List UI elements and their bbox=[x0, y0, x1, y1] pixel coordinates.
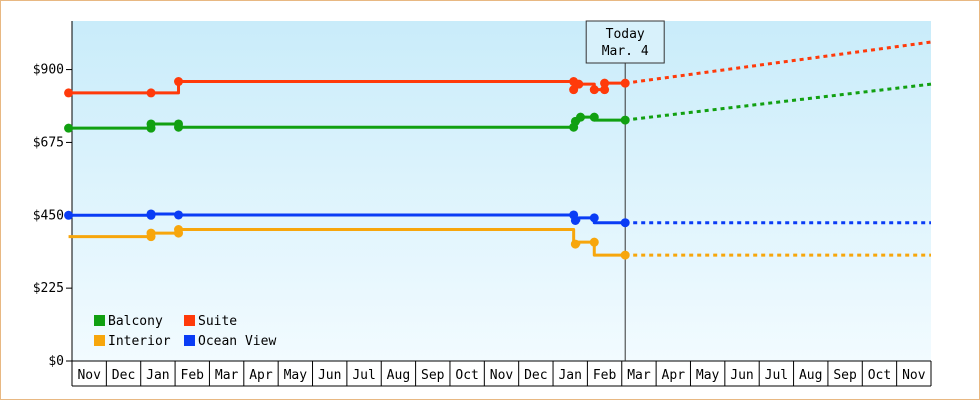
x-tick-label: Jan bbox=[558, 368, 581, 383]
y-tick-label: $450 bbox=[33, 208, 64, 223]
x-tick-label: Nov bbox=[77, 368, 101, 383]
x-tick-label: Oct bbox=[455, 368, 478, 383]
legend-label-ocean-view: Ocean View bbox=[198, 334, 276, 349]
today-label: Today bbox=[606, 27, 645, 42]
x-tick-label: Dec bbox=[524, 368, 547, 383]
x-tick-label: Aug bbox=[387, 368, 410, 383]
data-point-suite bbox=[574, 79, 584, 89]
data-point-balcony bbox=[589, 112, 599, 122]
data-point-interior bbox=[146, 228, 156, 238]
data-point-balcony bbox=[174, 122, 184, 132]
data-point-suite bbox=[174, 77, 184, 87]
y-tick-label: $0 bbox=[48, 354, 64, 369]
data-point-interior bbox=[570, 239, 580, 249]
data-point-suite bbox=[64, 88, 74, 98]
x-tick-label: Nov bbox=[490, 368, 514, 383]
data-point-interior bbox=[620, 250, 630, 260]
data-point-ocean-view bbox=[620, 218, 630, 228]
data-point-ocean-view bbox=[174, 210, 184, 220]
data-point-ocean-view bbox=[589, 213, 599, 223]
data-point-suite bbox=[600, 78, 610, 88]
x-tick-label: May bbox=[284, 368, 308, 383]
x-tick-label: Apr bbox=[249, 368, 273, 383]
data-point-suite bbox=[589, 85, 599, 95]
data-point-ocean-view bbox=[570, 215, 580, 225]
x-tick-label: Aug bbox=[799, 368, 822, 383]
series-projection-balcony bbox=[625, 82, 932, 122]
legend-swatch-interior bbox=[94, 335, 105, 346]
data-point-ocean-view bbox=[64, 210, 74, 220]
today-box bbox=[585, 20, 665, 64]
data-point-ocean-view bbox=[146, 209, 156, 219]
x-tick-label: Mar bbox=[215, 368, 239, 383]
series-projection-suite bbox=[624, 40, 932, 85]
data-point-interior bbox=[589, 237, 599, 247]
legend-swatch-suite bbox=[184, 315, 195, 326]
x-tick-label: Jun bbox=[318, 368, 341, 383]
legend-swatch-balcony bbox=[94, 315, 105, 326]
data-point-suite bbox=[600, 85, 610, 95]
legend-label-interior: Interior bbox=[108, 334, 171, 349]
x-tick-label: Apr bbox=[662, 368, 686, 383]
legend-label-balcony: Balcony bbox=[108, 314, 163, 329]
x-tick-label: Jan bbox=[146, 368, 169, 383]
data-point-suite bbox=[146, 88, 156, 98]
x-tick-label: Jun bbox=[730, 368, 753, 383]
legend-swatch-ocean-view bbox=[184, 335, 195, 346]
data-point-balcony bbox=[576, 112, 586, 122]
today-date: Mar. 4 bbox=[602, 44, 649, 59]
data-point-balcony bbox=[620, 115, 630, 125]
x-tick-label: Sep bbox=[421, 368, 445, 383]
y-tick-label: $225 bbox=[33, 281, 64, 296]
y-tick-label: $675 bbox=[33, 135, 64, 150]
x-tick-label: Mar bbox=[627, 368, 651, 383]
x-tick-label: Jul bbox=[352, 368, 375, 383]
x-tick-label: Oct bbox=[868, 368, 891, 383]
x-tick-label: Jul bbox=[765, 368, 788, 383]
x-tick-label: May bbox=[696, 368, 720, 383]
x-tick-label: Dec bbox=[112, 368, 135, 383]
data-point-interior bbox=[174, 225, 184, 235]
legend-label-suite: Suite bbox=[198, 314, 237, 329]
plot-background bbox=[72, 21, 931, 361]
data-point-balcony bbox=[146, 119, 156, 129]
x-tick-label: Feb bbox=[593, 368, 617, 383]
x-tick-label: Nov bbox=[902, 368, 926, 383]
x-tick-label: Sep bbox=[833, 368, 857, 383]
data-point-balcony bbox=[64, 123, 74, 133]
x-tick-label: Feb bbox=[181, 368, 205, 383]
y-tick-label: $900 bbox=[33, 63, 64, 78]
data-point-suite bbox=[620, 78, 630, 88]
